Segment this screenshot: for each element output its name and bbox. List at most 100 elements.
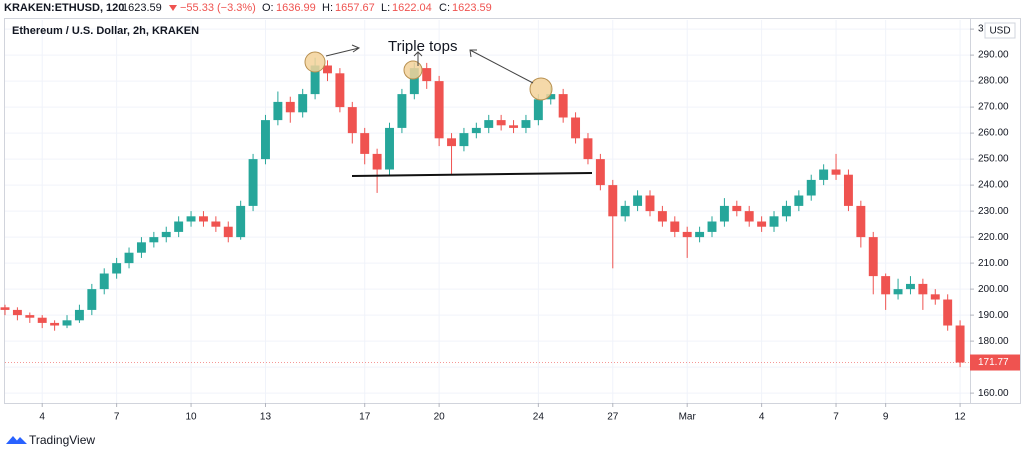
annotations: Triple tops [304, 38, 593, 177]
ohlc-label: C: [439, 2, 450, 14]
y-tick-label: 190.00 [978, 310, 1009, 321]
ohlc-value: 1623.59 [452, 2, 492, 14]
symbol: KRAKEN:ETHUSD, 120 [4, 2, 124, 14]
x-tick-label: 12 [955, 412, 967, 423]
x-tick-label: 10 [185, 412, 197, 423]
logo [6, 436, 27, 444]
candle-body [707, 221, 717, 232]
candle-body [347, 107, 357, 134]
candle-body [236, 205, 246, 238]
change: −55.33 (−3.3%) [180, 2, 256, 14]
candle-body [261, 120, 270, 160]
x-tick-label: 4 [759, 412, 765, 423]
candle-body [372, 153, 382, 170]
candle-body [732, 205, 742, 212]
candle-body [273, 101, 283, 121]
candle-body [471, 127, 481, 134]
candle-body [434, 81, 444, 139]
candle-body [794, 195, 804, 206]
top-marker [403, 60, 423, 80]
candle-body [868, 237, 878, 277]
candle-body [248, 159, 258, 206]
candle-body [521, 120, 531, 128]
candle-body [806, 179, 816, 196]
candle-body [385, 127, 394, 170]
candle-body [571, 117, 581, 139]
x-tick-label: 20 [434, 412, 446, 423]
candle-body [670, 221, 680, 232]
ohlc-label: O: [262, 2, 274, 14]
x-tick-label: 9 [883, 412, 889, 423]
candle-body [174, 221, 184, 232]
candle-body [12, 309, 22, 316]
candle-body [620, 205, 630, 217]
candle-body [335, 73, 345, 108]
last-price-label: 171.77 [978, 357, 1009, 368]
x-tick-label: 24 [533, 412, 545, 423]
brand[interactable]: TradingView [29, 433, 95, 447]
y-tick-label: 230.00 [978, 206, 1009, 217]
ohlc-label: H: [322, 2, 333, 14]
candle-body [744, 211, 754, 222]
candle-body [323, 65, 332, 74]
candle-body [546, 94, 556, 100]
x-tick-label: 13 [260, 412, 272, 423]
top-marker [304, 51, 326, 73]
candle-body [124, 252, 134, 264]
candle-body [298, 94, 308, 113]
candle-body [422, 68, 432, 82]
candle-body [198, 216, 208, 222]
candle-body [757, 221, 767, 227]
candle-body [856, 205, 866, 238]
candle-body [719, 205, 729, 222]
support-line [351, 172, 593, 177]
plot [0, 57, 970, 368]
currency-box [984, 22, 1016, 39]
candle-body [0, 307, 10, 310]
y-tick-label: 280.00 [978, 76, 1009, 87]
candle-body [25, 315, 35, 318]
candle-body [484, 120, 494, 128]
candle-body [447, 138, 456, 147]
candle-body [819, 169, 829, 180]
candle-body [223, 226, 233, 238]
y-tick-label: 220.00 [978, 232, 1009, 243]
candle-body [695, 231, 705, 238]
ohlc-value: 1622.04 [392, 2, 432, 14]
candle-body [360, 133, 370, 154]
y-tick-label: 200.00 [978, 284, 1009, 295]
chart-title: Ethereum / U.S. Dollar, 2h, KRAKEN [12, 25, 199, 37]
candle-body [112, 263, 122, 274]
header: KRAKEN:ETHUSD, 120 1623.59 −55.33 (−3.3%… [4, 2, 492, 14]
candle-body [881, 276, 891, 295]
candle-body [397, 94, 407, 128]
y-tick-label: 270.00 [978, 102, 1009, 113]
candle-body [943, 299, 953, 326]
ohlc-value: 1636.99 [276, 2, 316, 14]
x-tick-label: 27 [607, 412, 619, 423]
candle-body [595, 159, 605, 186]
candle-body [955, 325, 965, 363]
candle-body [87, 289, 97, 310]
candle-body [905, 283, 915, 290]
candle-body [74, 309, 84, 321]
candle-body [161, 231, 171, 238]
x-tick-label: 17 [359, 412, 371, 423]
candle-body [459, 133, 469, 147]
candle-body [533, 99, 543, 121]
arrow [325, 44, 361, 57]
candle-body [285, 101, 295, 113]
x-tick-label: Mar [679, 412, 697, 423]
x-tick-label: 4 [39, 412, 45, 423]
arrow [469, 49, 534, 84]
ohlc-value: 1657.67 [335, 2, 375, 14]
down-arrow [169, 5, 177, 11]
top-marker [529, 77, 553, 101]
footer[interactable]: TradingView [6, 433, 95, 447]
candle-body [633, 195, 643, 206]
y-tick-label: 290.00 [978, 50, 1009, 61]
currency: USD [989, 26, 1010, 37]
candle-body [930, 294, 940, 300]
